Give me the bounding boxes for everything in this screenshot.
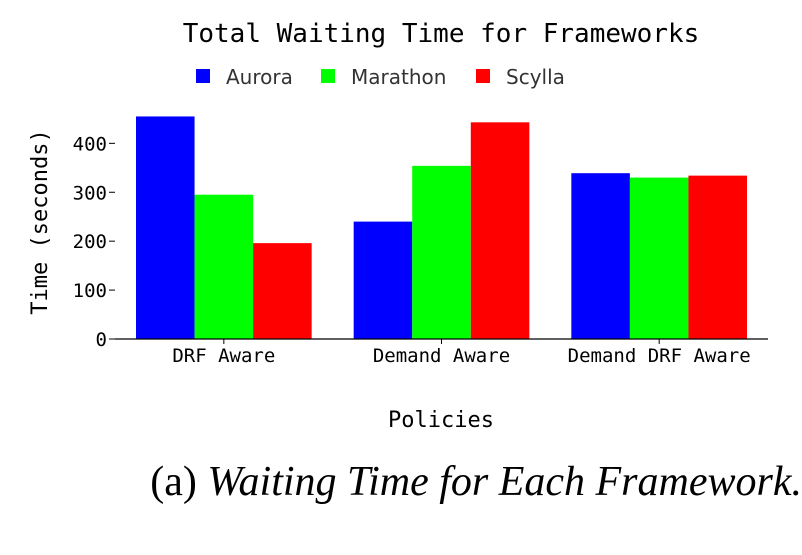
bar-marathon-demand-aware (412, 165, 471, 339)
x-tick-label: Demand DRF Aware (568, 345, 751, 367)
y-tick-label: 0 (96, 329, 107, 351)
chart-title: Total Waiting Time for Frameworks (183, 19, 700, 49)
legend-label-scylla: Scylla (506, 65, 565, 89)
figure-caption: (a) Waiting Time for Each Framework. (0, 458, 802, 506)
legend-swatch-scylla (476, 69, 490, 83)
caption-prefix: (a) (150, 459, 208, 505)
x-tick-label: DRF Aware (172, 345, 275, 367)
legend: Aurora Marathon Scylla (196, 65, 565, 89)
legend-swatch-aurora (196, 69, 210, 83)
bar-scylla-demand-aware (470, 122, 530, 339)
x-tick-label: Demand Aware (373, 345, 510, 367)
y-axis: 0 100 200 300 400 (73, 133, 115, 351)
bar-aurora-demand-aware (353, 221, 413, 339)
bar-aurora-demand-drf-aware (571, 173, 630, 339)
legend-label-marathon: Marathon (351, 65, 446, 89)
y-tick-label: 100 (73, 280, 107, 302)
legend-label-aurora: Aurora (226, 65, 293, 89)
plot-area (136, 116, 747, 340)
x-axis: DRF Aware Demand Aware Demand DRF Aware (115, 338, 768, 367)
bar-scylla-demand-drf-aware (688, 175, 747, 339)
bar-marathon-drf-aware (194, 194, 254, 339)
bar-chart: Total Waiting Time for Frameworks Aurora… (28, 19, 768, 433)
y-tick-label: 300 (73, 182, 107, 204)
y-tick-label: 200 (73, 231, 107, 253)
bar-scylla-drf-aware (253, 243, 312, 339)
caption-text: Waiting Time for Each Framework. (207, 459, 802, 505)
y-tick-label: 400 (73, 133, 107, 155)
y-axis-title: Time (seconds) (28, 129, 53, 314)
x-axis-title: Policies (388, 408, 494, 433)
bar-marathon-demand-drf-aware (629, 177, 689, 339)
bar-aurora-drf-aware (136, 116, 195, 340)
legend-swatch-marathon (321, 69, 335, 83)
